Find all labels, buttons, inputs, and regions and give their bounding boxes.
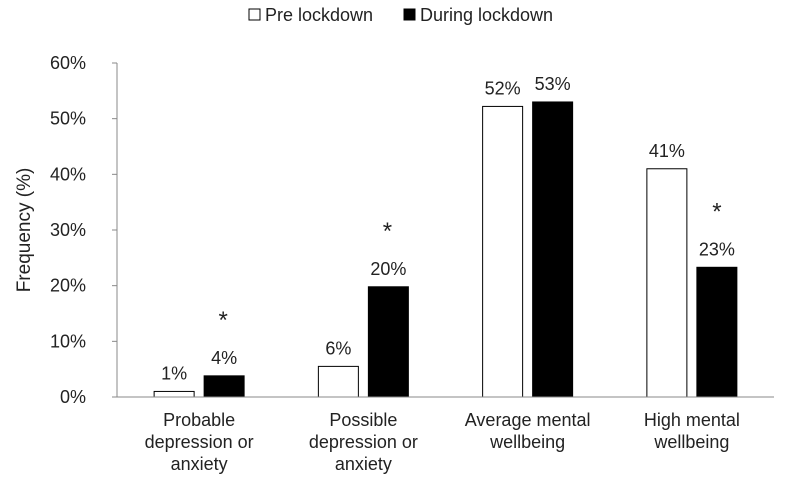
category-label-line: wellbeing — [653, 432, 729, 452]
category-label-line: depression or — [309, 432, 418, 452]
category-label: High mental wellbeing — [644, 410, 740, 452]
data-label: 23% — [699, 239, 735, 259]
y-axis-ticks: 0% 10% 20% 30% 40% 50% 60% — [50, 53, 117, 407]
data-label: 6% — [325, 338, 351, 358]
y-tick-label: 10% — [50, 331, 86, 351]
data-label: 53% — [535, 74, 571, 94]
category-label: Possible depression or anxiety — [309, 410, 418, 474]
category-label-line: wellbeing — [489, 432, 565, 452]
legend-swatch-during-lockdown — [403, 8, 416, 21]
bar — [482, 105, 524, 398]
bar — [367, 286, 409, 398]
bar — [203, 375, 245, 398]
y-axis-label: Frequency (%) — [14, 168, 35, 293]
category-label: Probable depression or anxiety — [145, 410, 254, 474]
category-label: Average mental wellbeing — [465, 410, 591, 452]
category-label-line: anxiety — [171, 454, 228, 474]
data-label: 41% — [649, 141, 685, 161]
bar — [646, 168, 688, 398]
data-label: 1% — [161, 363, 187, 383]
y-tick-label: 20% — [50, 276, 86, 296]
bars — [153, 101, 738, 398]
bar — [153, 390, 195, 398]
legend-label-during-lockdown: During lockdown — [420, 5, 553, 25]
legend: Pre lockdown During lockdown — [248, 5, 553, 25]
significance-star: * — [383, 218, 392, 245]
bar — [696, 266, 738, 398]
legend-label-pre-lockdown: Pre lockdown — [265, 5, 373, 25]
bar — [317, 365, 359, 398]
category-label-line: Average mental — [465, 410, 591, 430]
y-tick-label: 30% — [50, 220, 86, 240]
data-label: 52% — [485, 78, 521, 98]
data-label: 20% — [370, 259, 406, 279]
y-tick-label: 50% — [50, 109, 86, 129]
y-tick-label: 60% — [50, 53, 86, 73]
category-label-line: anxiety — [335, 454, 392, 474]
y-tick-label: 40% — [50, 164, 86, 184]
category-label-line: Possible — [329, 410, 397, 430]
category-label-line: depression or — [145, 432, 254, 452]
bar — [532, 101, 574, 398]
significance-star: * — [218, 307, 227, 334]
significance-star: * — [712, 198, 721, 225]
y-tick-label: 0% — [60, 387, 86, 407]
legend-swatch-pre-lockdown — [248, 8, 261, 21]
data-labels: 1% 4% * 6% 20% * 52% 53% 41% 23% * — [161, 74, 735, 383]
category-label-line: High mental — [644, 410, 740, 430]
category-label-line: Probable — [163, 410, 235, 430]
data-label: 4% — [211, 348, 237, 368]
